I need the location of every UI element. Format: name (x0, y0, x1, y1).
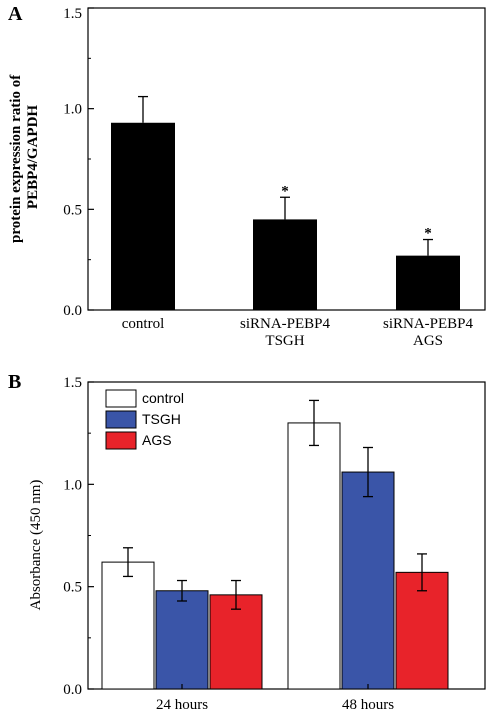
panel-a-y-tick-label: 1.0 (63, 102, 82, 118)
panel-b-y-tick-label: 0.5 (63, 580, 82, 596)
panel-b-y-ticks: 0.0 0.5 1.0 1.5 (63, 375, 94, 698)
panel-a-x-tick-label: TSGH (265, 333, 304, 349)
panel-a-significance-star: * (424, 226, 432, 242)
panel-b-legend-label-control: control (142, 390, 184, 406)
panel-a-y-axis-label: protein expression ratio of PEBP4/GAPDH (8, 71, 41, 243)
panel-a-significance-star: * (281, 183, 289, 199)
panel-a-bar (253, 219, 317, 310)
panel-b-legend-label-ags: AGS (142, 432, 172, 448)
panel-b-legend-swatch-tsgh (105, 410, 137, 429)
panel-a-label: A (8, 3, 23, 25)
panel-b-x-labels: 24 hours 48 hours (156, 684, 394, 713)
panel-a-x-tick-label: control (122, 316, 165, 332)
panel-a-bars: ** (111, 95, 460, 310)
panel-b-bar-tsgh (155, 590, 209, 690)
panel-b-y-tick-label: 1.0 (63, 477, 82, 493)
panel-b-y-tick-label: 1.5 (63, 375, 82, 391)
panel-b-legend-swatch-control (105, 389, 137, 408)
panel-b-bar-control (287, 422, 341, 690)
panel-b-y-axis-label: Absorbance (450 nm) (28, 480, 44, 611)
panel-b-bars (101, 399, 449, 690)
panel-a-x-tick-label: AGS (413, 333, 443, 349)
panel-b: B Absorbance (450 nm) 0.0 0.5 1.0 1.5 24 ho… (8, 371, 486, 713)
panel-b-bar-ags (209, 594, 263, 690)
panel-a-bar (396, 255, 460, 310)
panel-b-bar-control (101, 561, 155, 690)
panel-a-y-tick-label: 0.5 (63, 202, 82, 218)
panel-a-x-tick-label: siRNA-PEBP4 (240, 316, 331, 332)
panel-a: A protein expression ratio of PEBP4/GAPD… (8, 3, 486, 349)
panel-b-label: B (8, 371, 21, 393)
panel-b-x-tick-label: 48 hours (342, 697, 394, 713)
panel-b-legend-label-tsgh: TSGH (142, 411, 181, 427)
panel-b-bar-tsgh (341, 471, 395, 690)
panel-a-y-tick-label: 1.5 (63, 6, 82, 22)
panel-a-x-tick-label: siRNA-PEBP4 (383, 316, 474, 332)
panel-a-y-axis-label-line-1: protein expression ratio of (8, 74, 24, 243)
panel-a-y-ticks: 0.0 0.5 1.0 1.5 (63, 6, 94, 319)
panel-a-y-tick-label: 0.0 (63, 303, 82, 319)
panel-b-x-tick-label: 24 hours (156, 697, 208, 713)
panel-b-legend-swatch-ags (105, 431, 137, 450)
panel-b-y-tick-label: 0.0 (63, 682, 82, 698)
panel-b-bar-ags (395, 571, 449, 690)
panel-a-y-axis-label-line-2: PEBP4/GAPDH (25, 105, 41, 209)
panel-b-legend: control TSGH AGS (105, 389, 184, 450)
panel-a-bar (111, 122, 175, 310)
